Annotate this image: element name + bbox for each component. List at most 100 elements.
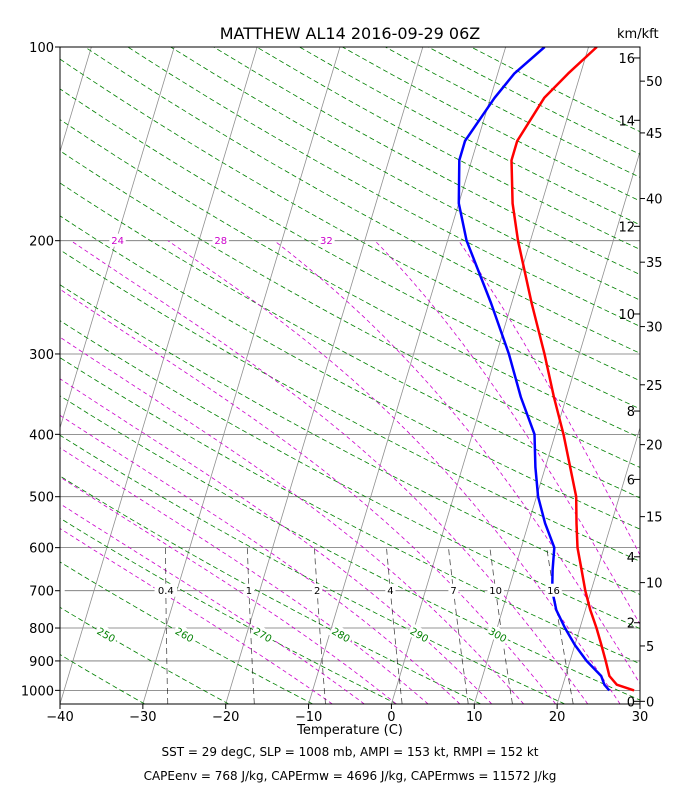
mixing-ratio-line bbox=[489, 547, 513, 704]
pressure-tick-label: 400 bbox=[29, 428, 54, 443]
dry-adiabat-label-bg bbox=[406, 623, 433, 646]
moist-adiabat-line bbox=[60, 528, 333, 704]
mixing-ratio-label: 2 bbox=[314, 586, 320, 597]
footnote-line-2: CAPEenv = 768 J/kg, CAPErmw = 4696 J/kg,… bbox=[143, 769, 557, 783]
dry-adiabat-line bbox=[60, 150, 640, 468]
kft-tick-label: 15 bbox=[646, 511, 663, 526]
mixing-ratio-label-bg bbox=[243, 583, 255, 597]
km-tick-label: 16 bbox=[618, 52, 635, 67]
dry-adiabat-label-bg bbox=[171, 623, 198, 646]
pressure-tick-label: 700 bbox=[29, 585, 54, 600]
isotherm-line bbox=[556, 426, 640, 704]
km-tick-label: 0 bbox=[627, 695, 635, 710]
plot-area: 0.10.41247101625026027028029030081216202… bbox=[45, 47, 640, 704]
mixing-ratio-line bbox=[246, 547, 255, 704]
kft-tick-label: 45 bbox=[646, 127, 663, 142]
mixing-ratio-label-group: 2 bbox=[312, 583, 323, 597]
moist-adiabat-line bbox=[60, 447, 429, 704]
moist-adiabat-line bbox=[60, 288, 557, 704]
dry-adiabat-line bbox=[60, 475, 481, 704]
x-tick-label: −30 bbox=[129, 710, 156, 725]
mixing-ratio-label-bg bbox=[312, 583, 323, 597]
moist-adiabat-line bbox=[274, 240, 640, 685]
moist-adiabat-line bbox=[60, 414, 461, 704]
dry-adiabat-line bbox=[60, 320, 640, 630]
mixing-ratio-label-bg bbox=[385, 583, 396, 597]
dry-adiabat-line bbox=[60, 88, 640, 410]
kft-tick-label: 35 bbox=[646, 256, 663, 271]
dry-adiabat-line bbox=[170, 47, 640, 301]
moist-adiabat-line bbox=[60, 378, 493, 704]
x-tick-label: −40 bbox=[46, 710, 73, 725]
moist-adiabat-label-bg bbox=[109, 233, 126, 247]
dry-adiabat-label-group: 250 bbox=[93, 623, 120, 646]
dry-adiabat-line bbox=[60, 249, 640, 562]
mixing-ratio-line bbox=[386, 547, 403, 704]
x-tick-label: 10 bbox=[466, 710, 483, 725]
moist-adiabat-line bbox=[60, 476, 397, 704]
dry-adiabat-line bbox=[60, 703, 61, 704]
moist-adiabat-label-bg bbox=[212, 233, 229, 247]
moist-adiabat-label-group: 32 bbox=[318, 233, 335, 247]
mixing-ratio-label-group: 16 bbox=[545, 583, 562, 597]
dry-adiabat-label-bg bbox=[249, 623, 277, 646]
pressure-tick-label: 1000 bbox=[21, 684, 54, 699]
dry-adiabat-line bbox=[60, 395, 640, 701]
kft-tick-label: 10 bbox=[646, 577, 663, 592]
pressure-tick-label: 800 bbox=[29, 622, 54, 637]
isotherm-line bbox=[142, 47, 341, 704]
dry-adiabat-line bbox=[470, 47, 640, 133]
dry-adiabat-line bbox=[256, 47, 640, 250]
moist-adiabat-label-group: 24 bbox=[109, 233, 126, 247]
temperature-profile-line bbox=[510, 47, 635, 692]
dry-adiabat-label-group: 290 bbox=[406, 623, 433, 646]
dry-adiabat-line bbox=[213, 47, 640, 275]
dry-adiabat-line bbox=[60, 119, 640, 439]
km-tick-label: 4 bbox=[627, 551, 635, 566]
mixing-ratio-line bbox=[165, 547, 169, 704]
km-tick-label: 6 bbox=[627, 473, 635, 488]
isotherm-line bbox=[639, 702, 640, 704]
axes: −40 −30 −20 −10 0 10 20 30100200300400500600700… bbox=[21, 41, 663, 725]
right-axis-unit-label: km/kft bbox=[617, 27, 659, 42]
dry-adiabat-label-bg bbox=[93, 623, 120, 646]
kft-tick-label: 30 bbox=[646, 321, 663, 336]
x-tick-label: −10 bbox=[295, 710, 322, 725]
mixing-ratio-label: 16 bbox=[547, 586, 560, 597]
kft-tick-label: 25 bbox=[646, 379, 663, 394]
mixing-ratio-label-bg bbox=[154, 583, 178, 597]
moist-adiabat-line bbox=[70, 240, 589, 704]
isotherm-line bbox=[60, 47, 258, 704]
mixing-ratio-label: 1 bbox=[246, 586, 252, 597]
dry-adiabat-line bbox=[60, 561, 313, 704]
moist-adiabat-label-bg bbox=[318, 233, 335, 247]
dry-adiabat-line bbox=[342, 47, 640, 202]
dry-adiabat-line bbox=[60, 434, 565, 704]
footnote-line-1: SST = 29 degC, SLP = 1008 mb, AMPI = 153… bbox=[161, 745, 539, 759]
x-tick-label: −20 bbox=[212, 710, 239, 725]
dry-adiabat-line bbox=[127, 47, 640, 327]
isotherm-line bbox=[391, 47, 589, 704]
plot-frame bbox=[59, 46, 641, 705]
kft-tick-label: 5 bbox=[646, 640, 654, 655]
dry-adiabat-line bbox=[60, 517, 397, 704]
mixing-ratio-label-group: 10 bbox=[487, 583, 504, 597]
moist-adiabat-label: 28 bbox=[214, 236, 227, 247]
mixing-ratio-label: 0.4 bbox=[158, 586, 174, 597]
moist-adiabat-label: 32 bbox=[320, 236, 333, 247]
dry-adiabat-line bbox=[84, 47, 640, 354]
chart-title: MATTHEW AL14 2016-09-29 06Z bbox=[219, 24, 481, 43]
x-tick-label: 30 bbox=[632, 710, 649, 725]
mixing-ratio-label-bg bbox=[545, 583, 562, 597]
dry-adiabat-label-bg bbox=[328, 623, 355, 646]
dry-adiabat-line bbox=[60, 654, 145, 704]
km-tick-label: 2 bbox=[627, 617, 635, 632]
pressure-tick-label: 100 bbox=[29, 41, 54, 56]
pressure-tick-label: 500 bbox=[29, 491, 54, 506]
dry-adiabat-label-bg bbox=[484, 623, 511, 646]
pressure-tick-label: 300 bbox=[29, 348, 54, 363]
x-axis-label: Temperature (C) bbox=[297, 723, 403, 738]
mixing-ratio-label: 0.1 bbox=[45, 586, 61, 597]
isotherm-line bbox=[225, 47, 424, 704]
x-tick-label: 0 bbox=[387, 710, 395, 725]
